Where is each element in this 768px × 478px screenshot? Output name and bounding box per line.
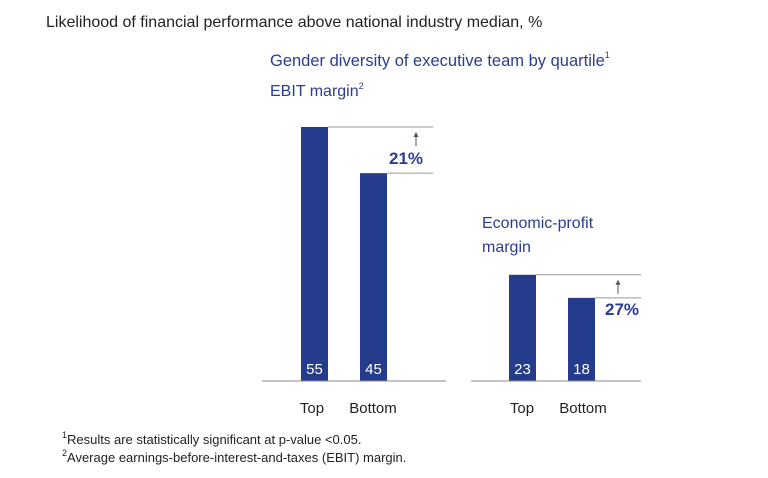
footnote-text: Results are statistically significant at… <box>67 432 362 447</box>
difference-arrow-icon <box>615 279 621 285</box>
difference-arrow-icon <box>413 132 419 137</box>
bar-value-label: 23 <box>514 361 531 378</box>
bar-value-label: 45 <box>365 361 382 378</box>
footnote-text: Average earnings-before-interest-and-tax… <box>67 450 407 465</box>
difference-label: 27% <box>605 300 639 319</box>
footnote-1: 1Results are statistically significant a… <box>62 430 362 447</box>
bar-top <box>301 127 328 381</box>
panel-title-ebit-margin: EBIT margin2 <box>270 81 364 101</box>
page-title: Likelihood of financial performance abov… <box>46 14 543 31</box>
panel-title-footnote-marker: 2 <box>358 81 364 91</box>
footnote-2: 2Average earnings-before-interest-and-ta… <box>62 448 407 465</box>
bar-bottom <box>360 173 387 381</box>
chart-subtitle: Gender diversity of executive team by qu… <box>270 50 610 71</box>
subtitle-footnote-marker: 1 <box>604 50 610 60</box>
footnote-marker: 1 <box>62 430 68 440</box>
difference-label: 21% <box>389 149 423 168</box>
category-label: Top <box>510 400 534 417</box>
bar-bottom <box>568 297 595 381</box>
category-label: Bottom <box>349 400 397 417</box>
bar-top <box>509 274 536 381</box>
bar-value-label: 18 <box>573 361 590 378</box>
category-label: Bottom <box>559 400 607 417</box>
panel-title-text: EBIT margin <box>270 83 359 100</box>
panel-title-economic-profit-margin: Economic-profit margin <box>482 215 594 256</box>
footnote-marker: 2 <box>62 448 68 458</box>
subtitle-text: Gender diversity of executive team by qu… <box>270 52 605 70</box>
bar-value-label: 55 <box>306 361 323 378</box>
category-label: Top <box>300 400 324 417</box>
